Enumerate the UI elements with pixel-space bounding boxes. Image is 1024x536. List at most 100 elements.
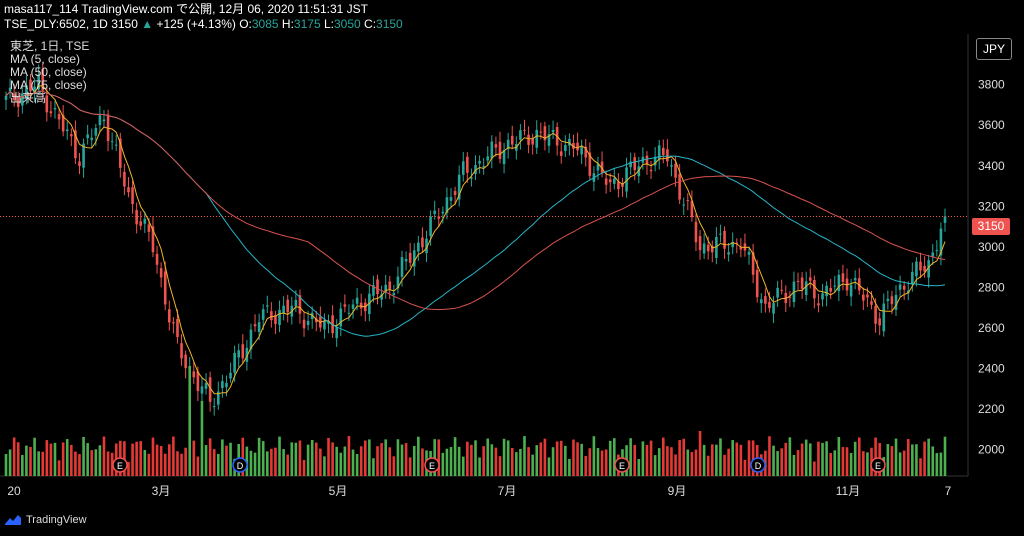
volume-bar (225, 445, 228, 476)
volume-bar (159, 445, 163, 476)
candle-body (919, 261, 922, 271)
volume-bar (690, 452, 694, 476)
volume-bar (731, 440, 735, 476)
candle-body (817, 303, 820, 306)
candle-body (159, 268, 163, 278)
candle-body (653, 156, 657, 166)
candle-body (49, 111, 53, 114)
volume-bar (478, 457, 481, 476)
volume-bar (596, 448, 600, 476)
candle-body (564, 144, 567, 151)
volume-bar (86, 443, 89, 476)
volume-bar (723, 454, 726, 476)
volume-bar (657, 448, 661, 476)
volume-bar (155, 444, 159, 476)
candle-body (16, 96, 20, 107)
candle-body (29, 79, 32, 92)
volume-bar (808, 443, 812, 476)
volume-bar (641, 441, 645, 476)
event-marker (112, 457, 128, 473)
candle-body (212, 406, 216, 408)
candle-body (135, 210, 138, 225)
y-tick-label: 2800 (978, 280, 1005, 294)
candle-body (780, 289, 783, 291)
volume-bar (331, 442, 334, 476)
footer-brand: TradingView (4, 514, 87, 526)
volume-bar (347, 436, 351, 476)
candle-body (249, 329, 253, 350)
candle-body (808, 277, 812, 281)
volume-bar (327, 437, 330, 476)
currency-button[interactable]: JPY (976, 38, 1012, 60)
candle-body (498, 141, 502, 159)
volume-bar (837, 437, 841, 476)
volume-bar (939, 452, 943, 476)
tradingview-logo-icon (5, 515, 21, 525)
volume-bar (372, 458, 375, 476)
candle-body (168, 309, 171, 323)
candle-body (204, 383, 208, 389)
legend-title: 東芝, 1日, TSE (10, 39, 90, 53)
candle-body (78, 161, 81, 167)
x-tick-label: 7月 (498, 484, 517, 498)
y-tick-label: 3000 (978, 240, 1005, 254)
candle-body (474, 165, 477, 174)
volume-bar (902, 450, 906, 476)
candle-body (551, 129, 555, 133)
volume-bar (216, 453, 220, 476)
candle-body (539, 131, 543, 133)
legend-volume: 出来高 (10, 91, 47, 105)
volume-bar (649, 440, 653, 476)
volume-bar (343, 446, 347, 476)
volume-bar (396, 439, 400, 476)
y-tick-label: 3800 (978, 78, 1005, 92)
candle-body (282, 305, 285, 314)
candle-body (764, 296, 767, 304)
candle-body (572, 142, 575, 149)
candle-body (196, 371, 200, 391)
event-marker-label: D (755, 461, 762, 471)
volume-bar (453, 437, 457, 476)
volume-bar (147, 453, 151, 476)
candle-body (633, 157, 637, 171)
volume-bar (845, 447, 849, 476)
candle-body (376, 279, 379, 295)
volume-bar (82, 436, 85, 476)
candle-body (110, 141, 114, 143)
candle-body (821, 293, 824, 300)
volume-bar (662, 437, 665, 476)
candle-body (225, 382, 228, 388)
volume-bar (613, 438, 616, 476)
candle-body (408, 252, 412, 263)
x-tick-label: 7 (945, 484, 952, 498)
candle-body (441, 211, 445, 214)
candle-body (147, 224, 151, 232)
volume-bar (196, 456, 200, 476)
candle-body (184, 354, 187, 369)
volume-bar (719, 438, 722, 476)
candle-body (33, 86, 36, 94)
volume-bar (751, 440, 755, 476)
symbol: TSE_DLY:6502, 1D (4, 17, 108, 31)
volume-bar (727, 448, 730, 476)
candle-body (502, 150, 506, 165)
x-tick-label: 11月 (836, 484, 860, 498)
volume-bar (486, 438, 490, 476)
volume-bar (515, 452, 518, 476)
candle-body (314, 318, 318, 323)
volume-bar (380, 443, 383, 476)
candle-body (372, 285, 375, 296)
candle-body (37, 74, 40, 90)
candle-body (74, 130, 77, 159)
candle-body (898, 284, 902, 290)
candle-body (478, 160, 481, 164)
volume-bar (780, 448, 783, 476)
volume-bar (519, 448, 522, 476)
candle-body (568, 138, 571, 146)
candle-body (449, 197, 453, 201)
candle-body (625, 167, 628, 192)
volume-bar (29, 446, 32, 476)
volume-bar (800, 443, 804, 476)
close-label: C: (364, 17, 377, 31)
candle-body (596, 163, 600, 171)
